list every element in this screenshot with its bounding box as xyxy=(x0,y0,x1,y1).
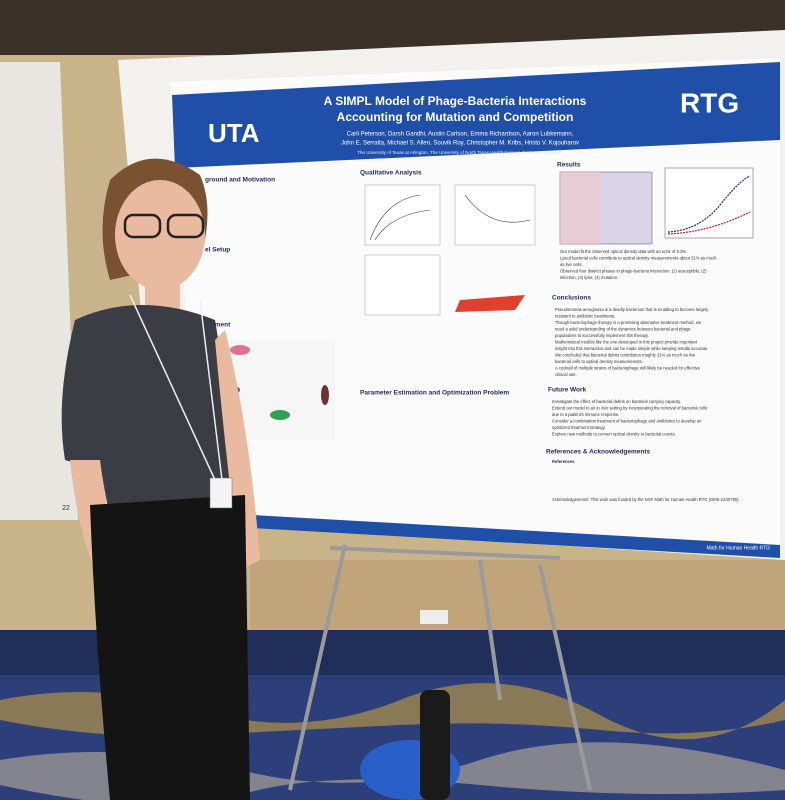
bullet-text: Pseudomonas aeruginosa is a deadly bacte… xyxy=(555,307,709,312)
section-heading: lopment xyxy=(205,322,231,329)
plot-curve xyxy=(667,175,751,233)
section-heading: Conclusions xyxy=(552,295,591,302)
bullet-text: Our model fit the observed optical densi… xyxy=(560,249,687,254)
section-heading: Parameter Estimation and Optimization Pr… xyxy=(360,390,509,397)
plot-curve xyxy=(667,211,751,235)
section-heading: References & Acknowledgements xyxy=(546,449,651,456)
poster-header xyxy=(172,62,780,168)
results-plot xyxy=(664,167,754,239)
uta-logo: UTA xyxy=(208,118,260,148)
conclusions-bullets: Pseudomonas aeruginosa is a deadly bacte… xyxy=(555,307,709,377)
authors: John E. Serralta, Michael S. Allen, Souv… xyxy=(341,141,579,147)
bullet-text: due to a patient's immune response. xyxy=(552,412,619,417)
bullet-text: clinical use. xyxy=(555,372,577,377)
bullet-text: Consider a combination treatment of bact… xyxy=(552,419,702,424)
bullet-text: need a solid understanding of the dynami… xyxy=(555,327,691,332)
future-bullets: Investigate the effect of bacterial debr… xyxy=(552,399,707,437)
tripod-case xyxy=(420,690,450,800)
phase-plot xyxy=(364,184,441,246)
bullet-text: We concluded that bacterial debris contr… xyxy=(555,353,696,358)
easel xyxy=(288,544,592,791)
section-heading: el Setup xyxy=(205,247,230,254)
outlet xyxy=(420,610,448,624)
affiliations: The University of Texas at Arlington, Th… xyxy=(357,150,563,155)
bullet-text: optimized treatment strategy. xyxy=(552,425,606,430)
surface-plot xyxy=(455,295,525,312)
phase-band xyxy=(560,172,600,244)
acknowledgements: Acknowledgements: This work was funded b… xyxy=(552,497,740,502)
bullet-text: as live cells. xyxy=(560,262,583,267)
poster-footer xyxy=(200,512,780,558)
bullet-text: A cocktail of multiple strains of bacter… xyxy=(555,366,701,371)
bullet-text: Observed four distinct phases in phage-b… xyxy=(560,269,707,274)
bullet-text: insight into this interaction and can be… xyxy=(555,346,708,351)
bullet-text: Though bacteriophage therapy is a promis… xyxy=(555,320,702,325)
bullet-text: Investigate the effect of bacterial debr… xyxy=(552,399,681,404)
bullet-text: resistant to antibiotic treatments. xyxy=(555,314,615,319)
bullet-text: Extend our model to an in vivo setting b… xyxy=(552,406,707,411)
bullet-text: Mathematical models like the one develop… xyxy=(555,340,698,345)
rtg-logo: RTG xyxy=(680,87,739,118)
section-heading: Results xyxy=(557,162,581,169)
board-tag: 22 xyxy=(62,505,70,512)
poster-title: Accounting for Mutation and Competition xyxy=(337,110,574,124)
cell-icon xyxy=(270,410,290,420)
cell-icon xyxy=(321,385,329,405)
left-board xyxy=(0,62,78,520)
bullet-text: infection, (3) lysis, (4) mutation. xyxy=(560,275,618,280)
bullet-text: Lysed bacterial cells contribute to opti… xyxy=(560,256,717,261)
bullet-text: bacterial cells to optical density measu… xyxy=(555,359,643,364)
authors: Carli Peterson, Darsh Gandhi, Austin Car… xyxy=(347,132,574,138)
section-heading: Qualitative Analysis xyxy=(360,170,422,177)
bullet-text: populations to successfully implement th… xyxy=(555,333,649,338)
footer: Math for Human Health RTG xyxy=(706,545,770,551)
references-label: References xyxy=(552,459,575,464)
section-heading: Future Work xyxy=(548,387,587,394)
results-bullets: Our model fit the observed optical densi… xyxy=(560,249,717,280)
cell-icon xyxy=(230,345,250,355)
phase-plot xyxy=(454,184,536,246)
phase-plot xyxy=(364,254,441,316)
bullet-text: Explore new methods to convert optical d… xyxy=(552,432,676,437)
poster-title: A SIMPL Model of Phage-Bacteria Interact… xyxy=(324,94,587,108)
plot-curve xyxy=(369,194,531,241)
person xyxy=(61,158,260,800)
section-heading: ground and Motivation xyxy=(205,177,275,184)
